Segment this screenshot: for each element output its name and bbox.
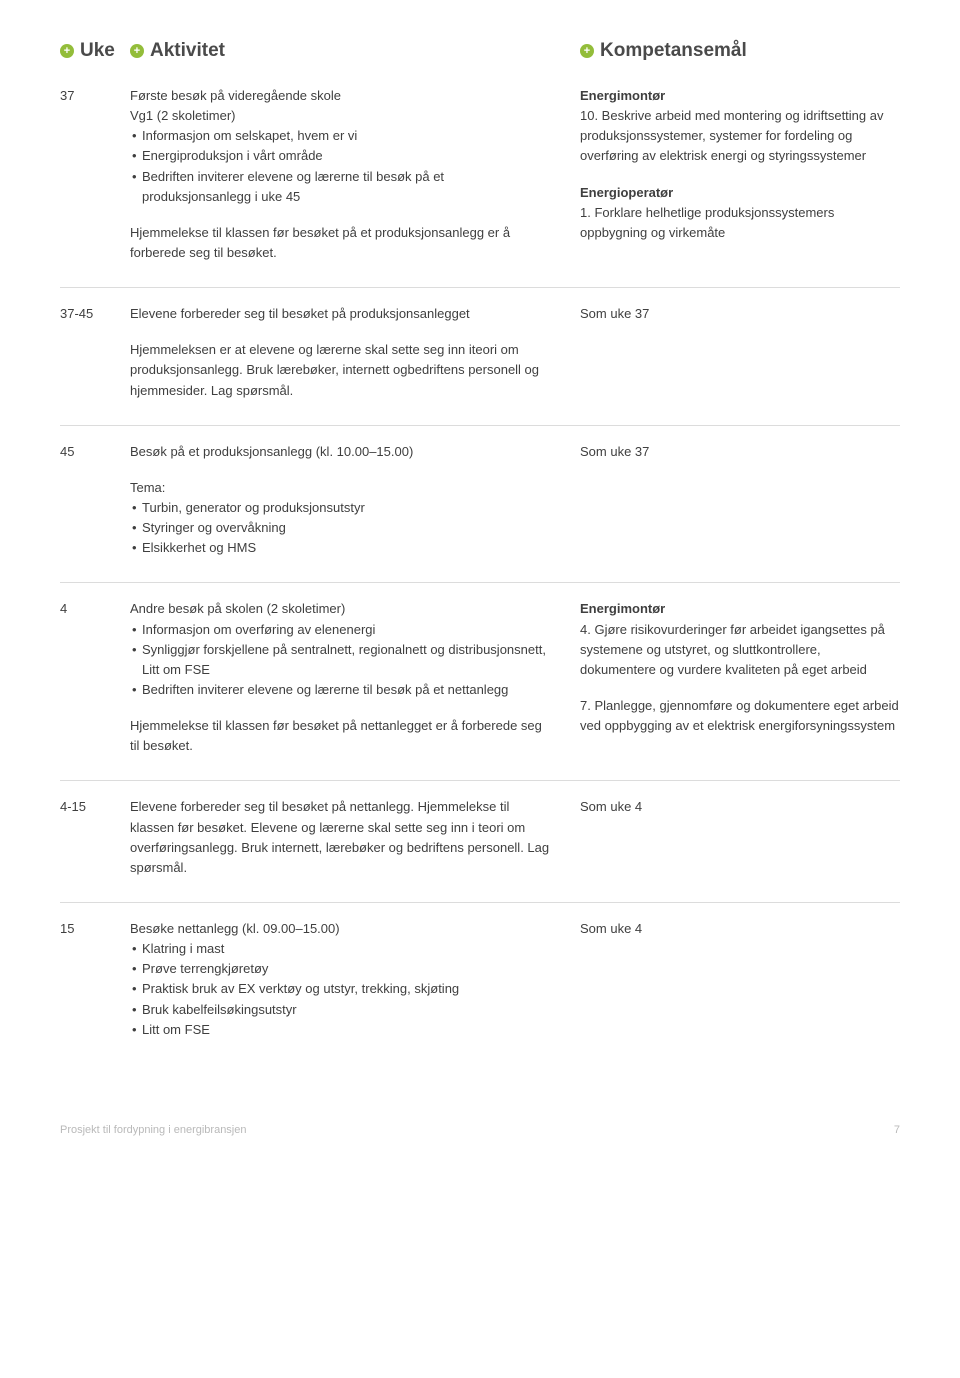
- list-item: Bedriften inviterer elevene og lærerne t…: [130, 167, 550, 207]
- list-item: Informasjon om selskapet, hvem er vi: [130, 126, 550, 146]
- list-item: Litt om FSE: [130, 1020, 550, 1040]
- activity-bullets: Turbin, generator og produksjonsutstyr S…: [130, 498, 550, 558]
- table-row: 4 Andre besøk på skolen (2 skoletimer) I…: [60, 582, 900, 780]
- goal-heading: Energimontør: [580, 599, 900, 619]
- table-row: 45 Besøk på et produksjonsanlegg (kl. 10…: [60, 425, 900, 583]
- goal-text: Som uke 37: [580, 304, 900, 324]
- goal-heading: Energioperatør: [580, 183, 900, 203]
- activity-title: Elevene forbereder seg til besøket på pr…: [130, 304, 550, 324]
- cell-week: 4-15: [60, 797, 130, 878]
- header-label-goal: Kompetansemål: [600, 40, 747, 62]
- activity-sub: Tema:: [130, 478, 550, 498]
- cell-activity: Besøk på et produksjonsanlegg (kl. 10.00…: [130, 442, 580, 559]
- goal-text: Som uke 37: [580, 442, 900, 462]
- activity-bullets: Informasjon om selskapet, hvem er vi Ene…: [130, 126, 550, 207]
- list-item: Energiproduksjon i vårt område: [130, 146, 550, 166]
- goal-heading: Energimontør: [580, 86, 900, 106]
- activity-bullets: Informasjon om overføring av elenenergi …: [130, 620, 550, 701]
- list-item: Elsikkerhet og HMS: [130, 538, 550, 558]
- list-item: Prøve terrengkjøretøy: [130, 959, 550, 979]
- cell-goal: Energimontør 4. Gjøre risikovurderinger …: [580, 599, 900, 756]
- list-item: Styringer og overvåkning: [130, 518, 550, 538]
- goal-text: Som uke 4: [580, 797, 900, 817]
- cell-goal: Som uke 37: [580, 442, 900, 559]
- cell-week: 4: [60, 599, 130, 756]
- table-row: 37-45 Elevene forbereder seg til besøket…: [60, 287, 900, 425]
- plus-icon: +: [60, 44, 74, 58]
- cell-week: 15: [60, 919, 130, 1040]
- plus-icon: +: [580, 44, 594, 58]
- cell-week: 37: [60, 86, 130, 263]
- header-col-goal: + Kompetansemål: [580, 40, 900, 62]
- cell-activity: Elevene forbereder seg til besøket på ne…: [130, 797, 580, 878]
- list-item: Informasjon om overføring av elenenergi: [130, 620, 550, 640]
- list-item: Turbin, generator og produksjonsutstyr: [130, 498, 550, 518]
- table-row: 15 Besøke nettanlegg (kl. 09.00–15.00) K…: [60, 902, 900, 1064]
- activity-subtitle: Vg1 (2 skoletimer): [130, 108, 235, 123]
- cell-goal: Som uke 4: [580, 797, 900, 878]
- goal-text: 7. Planlegge, gjennomføre og dokumentere…: [580, 696, 900, 736]
- activity-title: Besøk på et produksjonsanlegg (kl. 10.00…: [130, 442, 550, 462]
- cell-goal: Som uke 37: [580, 304, 900, 401]
- activity-para: Hjemmelekse til klassen før besøket på e…: [130, 223, 550, 263]
- table-row: 37 Første besøk på videregående skole Vg…: [60, 86, 900, 287]
- header-col-activity: + Aktivitet: [130, 40, 580, 62]
- activity-title: Første besøk på videregående skole: [130, 88, 341, 103]
- goal-text: 4. Gjøre risikovurderinger før arbeidet …: [580, 620, 900, 680]
- activity-bullets: Klatring i mast Prøve terrengkjøretøy Pr…: [130, 939, 550, 1040]
- goal-text: Som uke 4: [580, 919, 900, 939]
- list-item: Bedriften inviterer elevene og lærerne t…: [130, 680, 550, 700]
- list-item: Synliggjør forskjellene på sentralnett, …: [130, 640, 550, 680]
- activity-title: Besøke nettanlegg (kl. 09.00–15.00): [130, 919, 550, 939]
- activity-para: Hjemmeleksen er at elevene og lærerne sk…: [130, 340, 550, 400]
- activity-title: Elevene forbereder seg til besøket på ne…: [130, 799, 414, 814]
- footer-title: Prosjekt til fordypning i energibransjen: [60, 1124, 247, 1136]
- list-item: Bruk kabelfeilsøkingsutstyr: [130, 1000, 550, 1020]
- header-label-week: Uke: [80, 40, 115, 62]
- activity-title: Andre besøk på skolen (2 skoletimer): [130, 599, 550, 619]
- cell-activity: Andre besøk på skolen (2 skoletimer) Inf…: [130, 599, 580, 756]
- cell-week: 37-45: [60, 304, 130, 401]
- header-label-activity: Aktivitet: [150, 40, 225, 62]
- cell-week: 45: [60, 442, 130, 559]
- cell-activity: Besøke nettanlegg (kl. 09.00–15.00) Klat…: [130, 919, 580, 1040]
- list-item: Klatring i mast: [130, 939, 550, 959]
- table-header: + Uke + Aktivitet + Kompetansemål: [60, 40, 900, 62]
- goal-text: 10. Beskrive arbeid med montering og idr…: [580, 106, 900, 166]
- cell-goal: Energimontør 10. Beskrive arbeid med mon…: [580, 86, 900, 263]
- activity-para: Hjemmelekse til klassen før besøket på n…: [130, 716, 550, 756]
- list-item: Praktisk bruk av EX verktøy og utstyr, t…: [130, 979, 550, 999]
- table-row: 4-15 Elevene forbereder seg til besøket …: [60, 780, 900, 902]
- goal-text: 1. Forklare helhetlige produksjonssystem…: [580, 203, 900, 243]
- cell-activity: Elevene forbereder seg til besøket på pr…: [130, 304, 580, 401]
- cell-activity: Første besøk på videregående skole Vg1 (…: [130, 86, 580, 263]
- header-col-week: + Uke: [60, 40, 130, 62]
- plus-icon: +: [130, 44, 144, 58]
- page-number: 7: [894, 1124, 900, 1136]
- cell-goal: Som uke 4: [580, 919, 900, 1040]
- page-footer: Prosjekt til fordypning i energibransjen…: [60, 1124, 900, 1136]
